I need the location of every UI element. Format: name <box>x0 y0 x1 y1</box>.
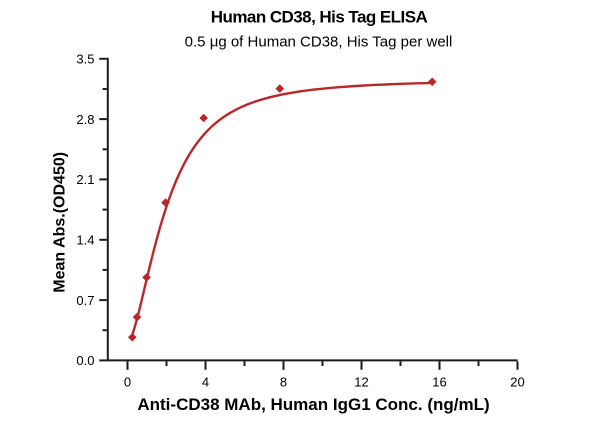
svg-text:12: 12 <box>354 375 368 390</box>
svg-text:Human CD38, His Tag ELISA: Human CD38, His Tag ELISA <box>211 7 428 26</box>
svg-text:20: 20 <box>510 375 524 390</box>
svg-text:16: 16 <box>432 375 446 390</box>
svg-text:1.4: 1.4 <box>76 233 94 248</box>
svg-text:4: 4 <box>202 375 209 390</box>
svg-text:8: 8 <box>280 375 287 390</box>
svg-text:Mean Abs.(OD450): Mean Abs.(OD450) <box>52 152 69 293</box>
svg-text:Anti-CD38 MAb, Human IgG1 Conc: Anti-CD38 MAb, Human IgG1 Conc. (ng/mL) <box>137 395 489 414</box>
svg-text:0.5 μg of Human CD38, His Tag: 0.5 μg of Human CD38, His Tag per well <box>185 33 453 50</box>
svg-text:3.5: 3.5 <box>76 52 94 67</box>
svg-text:0.7: 0.7 <box>76 293 94 308</box>
svg-text:0.0: 0.0 <box>76 353 94 368</box>
svg-text:2.1: 2.1 <box>76 172 94 187</box>
svg-text:0: 0 <box>124 375 131 390</box>
svg-text:2.8: 2.8 <box>76 112 94 127</box>
